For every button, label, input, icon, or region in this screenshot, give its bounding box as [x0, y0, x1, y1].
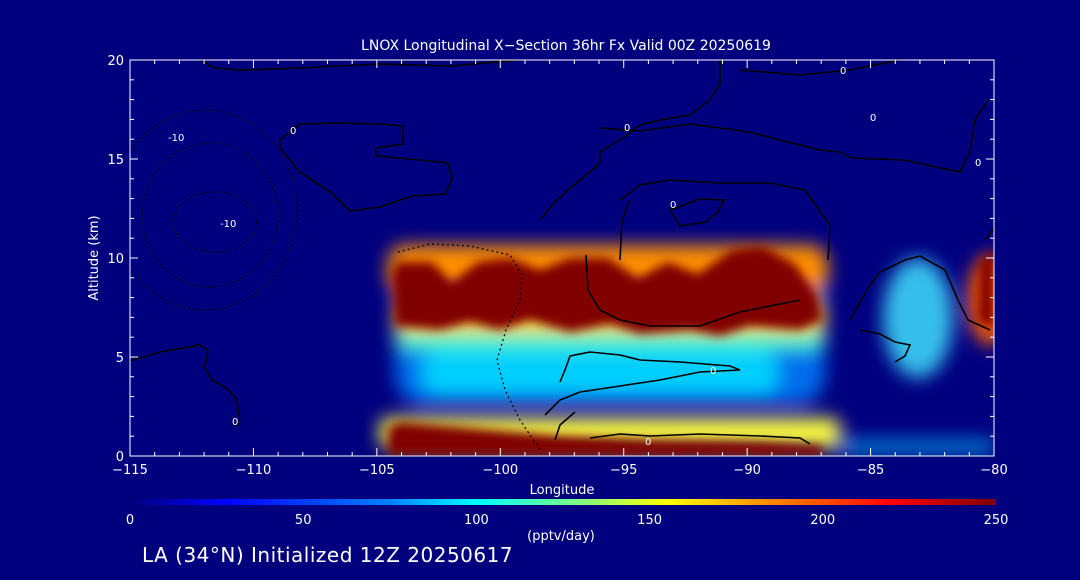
x-tick-label: −100 [482, 463, 518, 478]
contour-line [984, 227, 994, 241]
field-max-upper [392, 246, 822, 336]
contour-line [539, 60, 721, 221]
footer-caption: LA (34°N) Initialized 12Z 20250617 [142, 543, 514, 567]
contour-label: -10 [168, 133, 184, 144]
colorbar-label: (pptv/day) [527, 529, 595, 544]
colorbar-tick-label: 100 [464, 513, 489, 528]
field-max-lower [388, 422, 822, 456]
y-tick-label: 15 [107, 153, 124, 168]
contour-labels: -10 -10 0 0 0 0 0 0 0 0 0 [168, 66, 981, 448]
heatmap-field [380, 245, 994, 456]
contour-line [859, 329, 912, 363]
x-tick-label: −85 [857, 463, 884, 478]
field-cyan-layer [420, 350, 780, 395]
colorbar-tick-label: 50 [295, 513, 312, 528]
contour-line [585, 254, 801, 327]
contour-line [279, 122, 453, 212]
contour-negative [172, 191, 258, 253]
y-tick-label: 5 [116, 351, 124, 366]
contour-label: 0 [624, 123, 630, 134]
contour-line [599, 99, 989, 173]
contour-line [589, 433, 811, 445]
contour-negative [141, 142, 279, 288]
y-axis-label: Altitude (km) [87, 215, 102, 300]
contour-label: 0 [870, 113, 876, 124]
colorbar-tick-label: 0 [126, 513, 134, 528]
contour-label: -10 [220, 219, 236, 230]
field-max-east [978, 250, 994, 330]
field-east-plume [883, 258, 953, 378]
contour-lines-negative [130, 109, 541, 451]
contour-line [849, 255, 991, 331]
colorbar-tick-label: 250 [984, 513, 1009, 528]
contour-line [544, 351, 741, 416]
contour-lines [130, 60, 994, 445]
contour-negative [130, 109, 298, 311]
x-tick-label: −95 [610, 463, 637, 478]
contour-line [619, 179, 831, 261]
y-tick-label: 20 [107, 54, 124, 69]
contour-label: 0 [840, 66, 846, 77]
colorbar-tick-label: 200 [810, 513, 835, 528]
chart-title: LNOX Longitudinal X−Section 36hr Fx Vali… [361, 38, 771, 54]
contour-label: 0 [232, 417, 238, 428]
y-tick-label: 0 [116, 450, 124, 465]
y-tick-label: 10 [107, 252, 124, 267]
contour-line [619, 199, 631, 261]
contour-line [668, 198, 726, 227]
y-axis: 0 5 10 15 20 [107, 54, 994, 465]
contour-line [739, 60, 901, 76]
x-tick-label: −110 [236, 463, 272, 478]
contour-label: 0 [645, 437, 651, 448]
colorbar-tick-label: 150 [637, 513, 662, 528]
contour-line [199, 60, 521, 71]
contour-label: 0 [975, 158, 981, 169]
contour-line [554, 411, 576, 441]
contour-label: 0 [710, 366, 716, 377]
x-tick-label: −105 [359, 463, 395, 478]
contour-label: 0 [290, 126, 296, 137]
contour-label: 0 [670, 200, 676, 211]
x-tick-label: −115 [112, 463, 148, 478]
x-axis-label: Longitude [530, 483, 595, 498]
x-tick-label: −90 [733, 463, 760, 478]
x-tick-label: −80 [980, 463, 1007, 478]
field-surface-band [840, 440, 994, 454]
contour-line [130, 344, 241, 427]
colorbar [130, 499, 996, 505]
x-axis: −115 −110 −105 −100 −95 −90 −85 −80 [112, 60, 1008, 478]
colorbar-ticks: 0 50 100 150 200 250 [126, 513, 1009, 528]
